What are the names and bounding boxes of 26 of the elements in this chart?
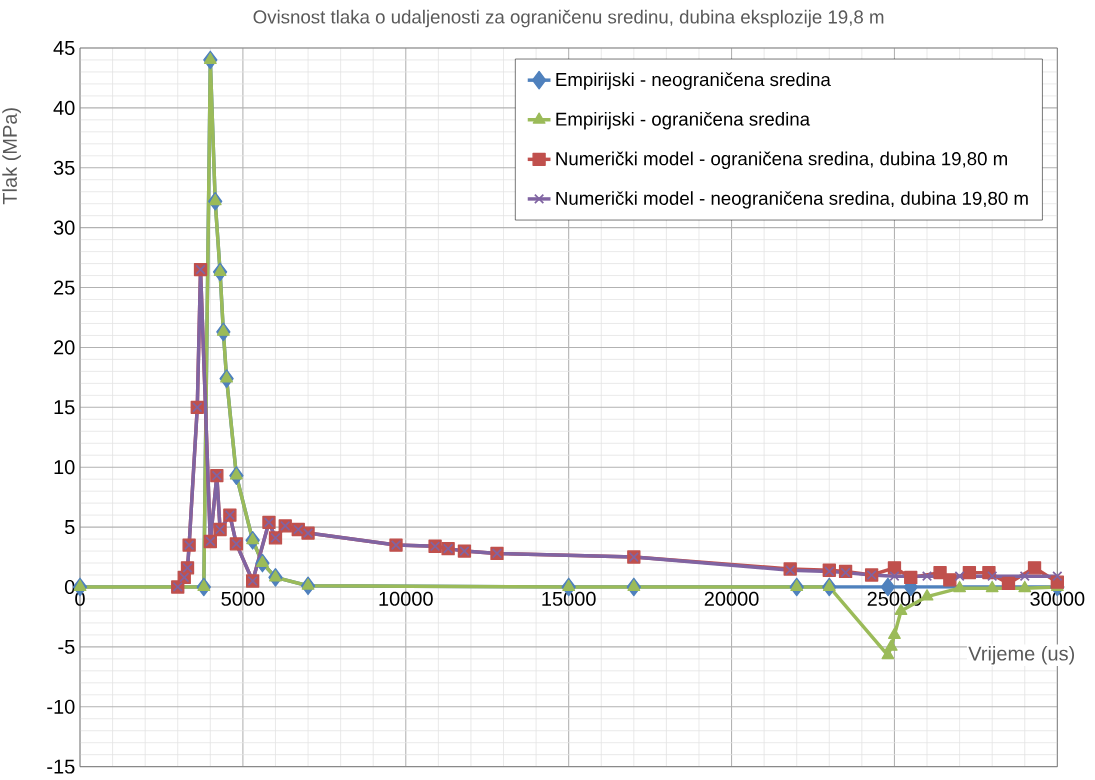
legend-label: Empirijski - ograničena sredina [556,111,811,130]
y-tick-label: -10 [47,699,75,714]
x-axis-title: Vrijeme (us) [968,645,1075,665]
y-tick-label: 5 [64,520,75,535]
legend-label: Numerički model - ograničena sredina, dubina 19,80 m [556,151,1007,169]
y-tick-label: 40 [53,100,75,115]
x-tick-label: 10000 [379,591,433,606]
y-tick-label: -15 [47,759,75,774]
x-tick-label: 20000 [704,591,759,606]
y-tick-label: 25 [54,280,75,295]
chart-title: Ovisnost tlaka o udaljenosti za ograničenu sredinu, dubina eksplozije 19,8 m [253,9,884,28]
x-tick-label: 30000 [1030,591,1085,606]
y-tick-label: 35 [53,160,75,175]
y-tick-label: 15 [54,400,75,415]
y-tick-label: 45 [53,41,75,55]
y-tick-label: 0 [64,579,75,595]
x-tick-label: 15000 [542,591,596,606]
y-tick-label: -5 [58,639,75,654]
x-tick-label: 25000 [867,591,922,606]
y-tick-label: 30 [53,220,75,235]
legend-label: Empirijski - neograničena sredina [556,72,831,90]
y-axis-title: Tlak (MPa) [2,108,21,205]
y-tick-label: 10 [54,460,75,475]
x-tick-label: 5000 [221,591,265,606]
legend-label: Numerički model - neograničena sredina, dubina 19,80 m [556,191,1028,209]
y-tick-label: 20 [54,340,75,355]
